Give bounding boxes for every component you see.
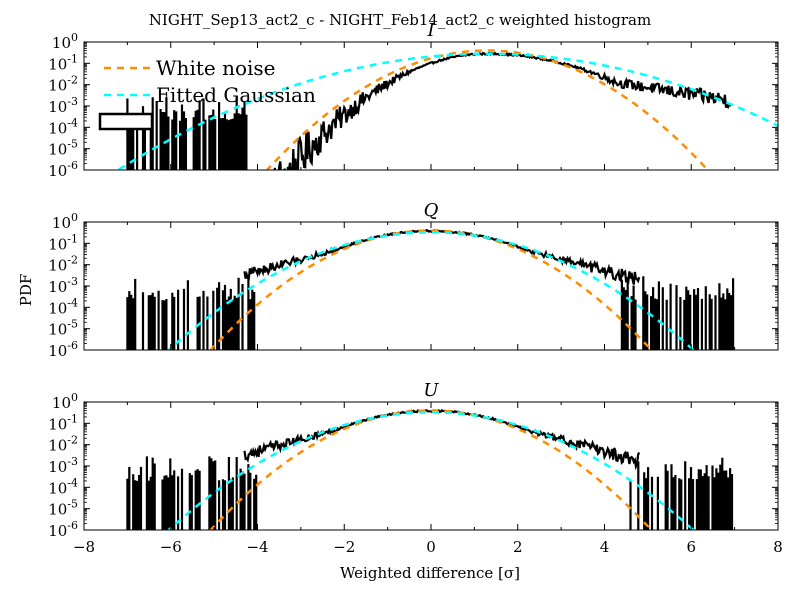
x-tick-label: −8 <box>73 538 95 556</box>
plot-area <box>126 408 734 530</box>
y-tick-label: 10-4 <box>48 116 78 137</box>
y-tick-label: 10-6 <box>48 159 78 180</box>
x-tick-label: 2 <box>513 538 523 556</box>
y-tick-label: 10-2 <box>48 434 78 455</box>
y-tick-label: 10-3 <box>48 455 78 476</box>
x-tick-label: 8 <box>773 538 783 556</box>
y-tick-label: 100 <box>52 391 78 412</box>
subplot-u: U −8 −6 −4 −2 0 2 4 6 8 10010-110-210-310-410-510-… <box>48 380 783 556</box>
subplot-title: I <box>426 20 435 41</box>
y-axis-label: PDF <box>17 274 35 307</box>
plot-area <box>115 49 778 170</box>
y-tick-label: 10-2 <box>48 74 78 95</box>
x-tick-label: −4 <box>246 538 268 556</box>
legend: White noise Fitted Gaussian <box>98 56 316 131</box>
subplot-title: Q <box>424 200 439 221</box>
y-tick-label: 10-5 <box>48 318 78 339</box>
x-tick-label: −6 <box>160 538 182 556</box>
white-noise-curve <box>209 409 653 530</box>
white-noise-curve <box>265 49 710 170</box>
histogram-tail-spikes <box>126 95 248 170</box>
subplot-title: U <box>423 380 439 401</box>
fitted-gaussian-curve <box>166 411 696 530</box>
histogram-tail-spikes <box>629 457 734 530</box>
y-tick-label: 10-1 <box>48 412 78 433</box>
histogram-tail-spikes <box>126 456 258 530</box>
y-tick-label: 10-1 <box>48 52 78 73</box>
fitted-gaussian-curve <box>115 52 778 170</box>
histogram-line <box>273 51 733 170</box>
histogram-line <box>243 228 641 285</box>
legend-label: Fitted Gaussian <box>156 83 316 107</box>
y-tick-label: 10-6 <box>48 519 78 540</box>
legend-swatch-box <box>98 112 154 131</box>
y-tick-label: 10-1 <box>48 232 78 253</box>
subplot-panels: I10010-110-210-310-410-510-6Q10010-110-2… <box>48 20 783 556</box>
histogram-line <box>243 408 641 471</box>
y-tick-label: 10-4 <box>48 296 78 317</box>
legend-label: White noise <box>156 56 275 80</box>
plot-area <box>126 228 735 350</box>
y-tick-label: 10-5 <box>48 138 78 159</box>
y-tick-label: 10-6 <box>48 339 78 360</box>
y-tick-label: 100 <box>52 211 78 232</box>
y-tick-label: 100 <box>52 31 78 52</box>
y-tick-label: 10-2 <box>48 254 78 275</box>
fitted-gaussian-curve <box>166 231 696 350</box>
x-tick-label: 6 <box>686 538 696 556</box>
x-axis-label: Weighted difference [σ] <box>340 564 520 582</box>
histogram-tail-spikes <box>126 277 256 350</box>
x-tick-label: 0 <box>426 538 436 556</box>
y-tick-label: 10-4 <box>48 476 78 497</box>
figure-suptitle: NIGHT_Sep13_act2_c - NIGHT_Feb14_act2_c … <box>149 11 651 29</box>
white-noise-curve <box>209 229 653 350</box>
y-tick-label: 10-3 <box>48 95 78 116</box>
x-tick-label: 4 <box>600 538 610 556</box>
x-tick-label: −2 <box>333 538 355 556</box>
y-tick-label: 10-3 <box>48 275 78 296</box>
histogram-tail-spikes <box>620 276 735 350</box>
y-tick-label: 10-5 <box>48 498 78 519</box>
